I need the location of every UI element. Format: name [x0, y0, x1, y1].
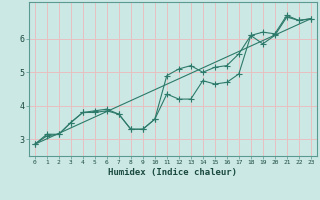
X-axis label: Humidex (Indice chaleur): Humidex (Indice chaleur) [108, 168, 237, 177]
